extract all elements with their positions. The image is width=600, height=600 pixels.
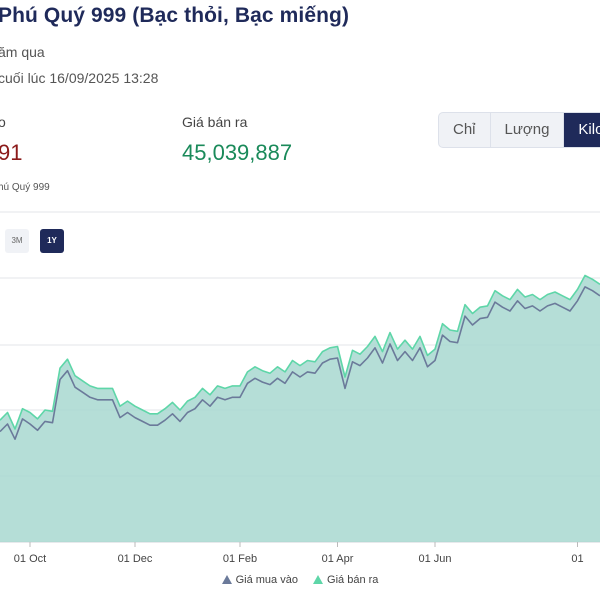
chart-name: hú Quý 999 — [0, 182, 50, 193]
x-tick-label: 01 Oct — [14, 553, 46, 565]
legend-label-sell: Giá bán ra — [327, 574, 379, 586]
series-area-sell — [0, 275, 600, 542]
legend-triangle-icon — [221, 575, 232, 584]
x-tick-label: 01 Apr — [322, 553, 354, 565]
buy-price-value: 91 — [0, 140, 23, 165]
buy-price-label: o — [0, 114, 6, 130]
page-title: Phú Quý 999 (Bạc thỏi, Bạc miếng) — [0, 4, 350, 27]
unit-button-luong[interactable]: Lượng — [491, 113, 565, 147]
unit-toggle-group: Chỉ Lượng Kilo — [438, 112, 600, 148]
series-line-buy — [0, 286, 600, 441]
period-subtitle: ăm qua — [0, 44, 45, 60]
x-tick-label: 01 — [571, 553, 583, 565]
range-button-1y[interactable]: 1Y — [40, 229, 64, 253]
x-tick-label: 01 Feb — [223, 553, 257, 565]
sell-price-value: 45,039,887 — [182, 140, 293, 165]
sell-price-label: Giá bán ra — [182, 114, 248, 130]
legend-item-sell[interactable]: Giá bán ra — [313, 574, 378, 586]
unit-button-chi[interactable]: Chỉ — [439, 113, 491, 147]
chart-legend: Giá mua vào Giá bán ra — [0, 574, 600, 586]
last-updated: cuối lúc 16/09/2025 13:28 — [0, 70, 159, 86]
legend-item-buy[interactable]: Giá mua vào — [221, 574, 298, 586]
x-tick-label: 01 Dec — [118, 553, 153, 565]
legend-label-buy: Giá mua vào — [235, 574, 298, 586]
range-button-3m[interactable]: 3M — [5, 229, 29, 253]
x-tick-label: 01 Jun — [418, 553, 451, 565]
legend-triangle-icon — [313, 575, 324, 584]
unit-button-kilo[interactable]: Kilo — [564, 113, 600, 147]
series-line-sell — [0, 274, 600, 430]
